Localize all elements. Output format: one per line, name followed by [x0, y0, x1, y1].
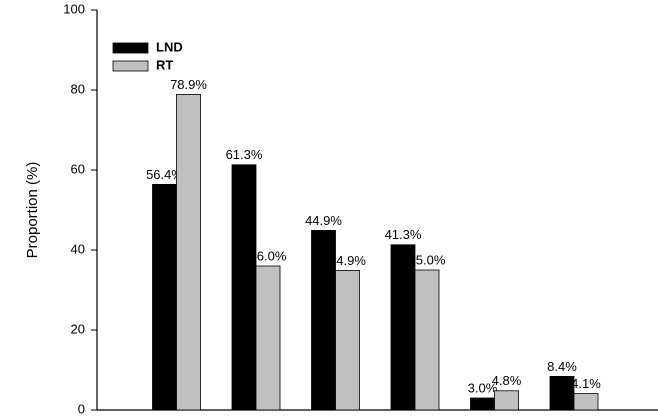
bar — [414, 269, 440, 411]
legend-swatch — [112, 42, 149, 54]
bar — [335, 269, 360, 411]
legend-label: RT — [156, 57, 173, 72]
legend-label: LND — [156, 39, 183, 54]
y-tick-label: 100 — [63, 1, 85, 16]
bar — [573, 393, 599, 411]
value-label: 8.4% — [547, 359, 577, 374]
value-label: 4.1% — [571, 376, 601, 391]
y-tick-label: 80 — [71, 81, 85, 96]
y-tick-label: 40 — [71, 241, 85, 256]
value-label: 44.9% — [305, 213, 342, 228]
bar — [549, 375, 575, 411]
value-label: 4.8% — [492, 373, 522, 388]
value-label: 61.3% — [226, 147, 263, 162]
value-label: 56.4% — [146, 167, 183, 182]
bar — [255, 265, 281, 411]
bar — [311, 229, 336, 411]
legend-swatch — [112, 60, 149, 72]
y-tick-label: 20 — [71, 321, 85, 336]
y-tick-label: 0 — [78, 401, 85, 416]
value-label: 41.3% — [385, 227, 422, 242]
value-label: 78.9% — [170, 77, 207, 92]
value-label: 36.0% — [250, 248, 287, 263]
value-label: 34.9% — [329, 253, 366, 268]
value-label: 35.0% — [409, 252, 446, 267]
bar — [231, 164, 257, 411]
value-label: 3.0% — [468, 380, 498, 395]
bar — [152, 183, 177, 411]
bar — [390, 244, 416, 411]
bar — [470, 397, 495, 411]
bar — [176, 94, 201, 411]
bar — [494, 390, 519, 411]
y-tick-label: 60 — [71, 161, 85, 176]
y-axis-label: Proportion (%) — [24, 162, 41, 259]
